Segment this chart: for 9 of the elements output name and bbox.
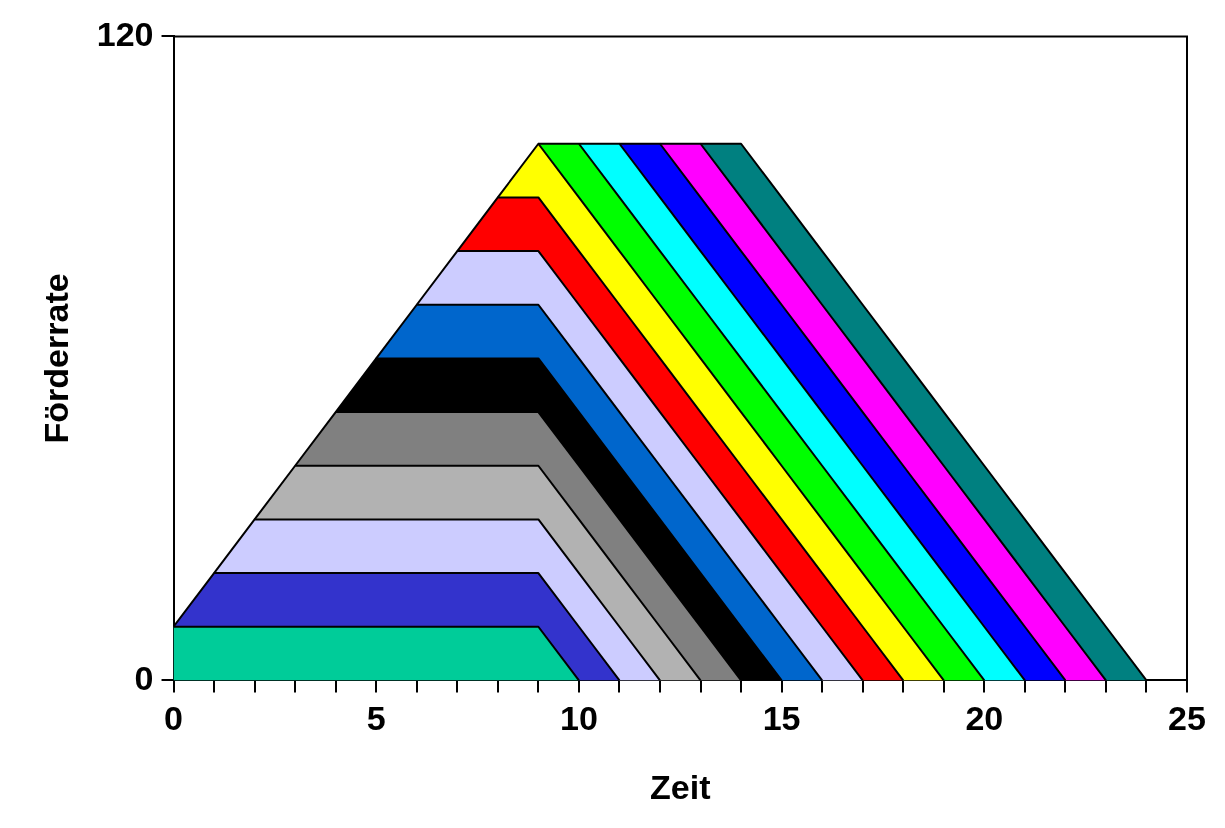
- x-tick-label: 15: [762, 699, 801, 738]
- x-tick-label: 25: [1168, 699, 1206, 738]
- y-axis-title: Förderrate: [36, 273, 75, 444]
- x-tick-label: 5: [366, 699, 386, 738]
- y-tick-label: 120: [96, 14, 154, 53]
- x-tick-label: 10: [560, 699, 598, 738]
- x-axis-title: Zeit: [650, 767, 711, 806]
- x-tick-label: 0: [164, 699, 183, 738]
- x-tick-label: 20: [965, 699, 1004, 738]
